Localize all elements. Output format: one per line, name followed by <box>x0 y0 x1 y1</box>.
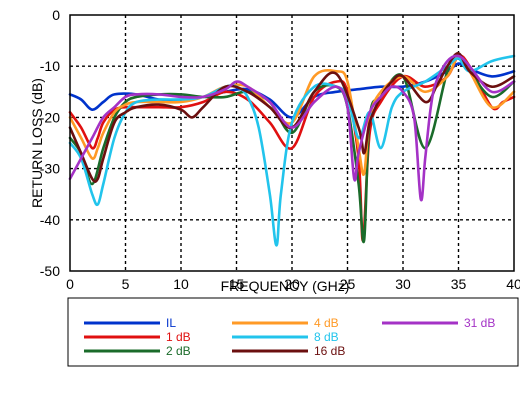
legend-label: 1 dB <box>166 330 191 344</box>
legend-label: 31 dB <box>464 316 495 330</box>
legend-label: 16 dB <box>314 344 345 358</box>
x-tick-label: 20 <box>284 276 300 292</box>
x-tick-label: 10 <box>173 276 189 292</box>
y-tick-label: -20 <box>40 109 60 125</box>
series-lines <box>68 52 516 247</box>
legend-label: 4 dB <box>314 316 339 330</box>
legend-label: 2 dB <box>166 344 191 358</box>
x-tick-label: 40 <box>506 276 520 292</box>
x-tick-label: 30 <box>395 276 411 292</box>
y-tick-label: -50 <box>40 263 60 279</box>
y-tick-label: -30 <box>40 161 60 177</box>
plot-frame <box>69 14 515 272</box>
x-tick-label: 5 <box>122 276 130 292</box>
x-tick-label: 35 <box>451 276 467 292</box>
y-tick-label: -10 <box>40 58 60 74</box>
legend-label: 8 dB <box>314 330 339 344</box>
x-tick-label: 0 <box>66 276 74 292</box>
series-line-31-db <box>68 54 516 202</box>
grid <box>70 15 514 271</box>
y-axis-title: RETURN LOSS (dB) <box>29 78 45 208</box>
x-tick-label: 25 <box>340 276 356 292</box>
x-axis-title: FREQUENCY (GHz) <box>221 278 350 294</box>
legend-box <box>67 297 519 367</box>
y-tick-label: 0 <box>52 7 60 23</box>
x-tick-label: 15 <box>229 276 245 292</box>
series-line-8-db <box>68 54 516 247</box>
y-tick-label: -40 <box>40 212 60 228</box>
legend-label: IL <box>166 316 176 330</box>
tick-labels: 0 5 10 15 20 25 30 35 40 0 -10 -20 -30 -40 -50 <box>40 7 520 292</box>
